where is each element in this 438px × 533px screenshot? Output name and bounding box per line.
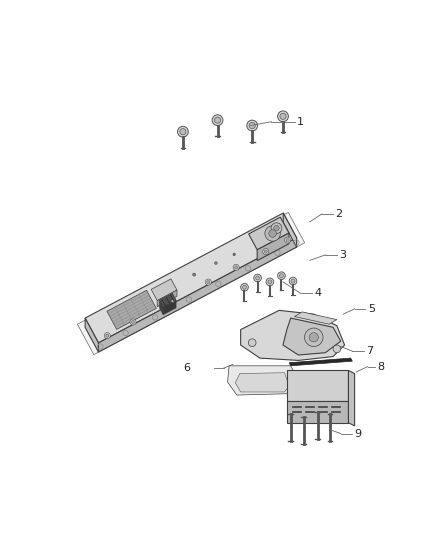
Circle shape (207, 280, 210, 284)
Circle shape (104, 333, 110, 339)
Circle shape (274, 225, 279, 231)
Circle shape (271, 223, 282, 233)
Circle shape (171, 300, 174, 303)
Circle shape (266, 278, 274, 286)
Text: 4: 4 (314, 288, 321, 298)
Polygon shape (240, 310, 345, 360)
Circle shape (254, 274, 261, 282)
Circle shape (233, 253, 235, 255)
Polygon shape (287, 401, 349, 423)
Circle shape (193, 273, 196, 276)
Circle shape (285, 237, 291, 243)
Circle shape (286, 239, 289, 241)
Polygon shape (249, 217, 289, 250)
Circle shape (291, 279, 295, 283)
Circle shape (304, 328, 323, 346)
Polygon shape (159, 300, 163, 314)
Polygon shape (283, 213, 297, 247)
Text: 1: 1 (297, 117, 304, 127)
Polygon shape (163, 300, 176, 314)
Polygon shape (85, 318, 99, 352)
Circle shape (215, 117, 221, 123)
Circle shape (205, 279, 212, 285)
Text: 7: 7 (366, 346, 373, 356)
Circle shape (256, 276, 259, 280)
Text: 8: 8 (378, 361, 385, 372)
Circle shape (247, 120, 258, 131)
Polygon shape (99, 238, 297, 352)
Polygon shape (294, 312, 337, 324)
Circle shape (268, 280, 272, 284)
Circle shape (249, 123, 255, 128)
Polygon shape (228, 366, 298, 395)
Circle shape (278, 272, 285, 280)
Circle shape (180, 128, 186, 135)
Text: 9: 9 (355, 429, 362, 439)
Text: 6: 6 (184, 363, 191, 373)
Circle shape (243, 285, 247, 289)
Circle shape (264, 250, 267, 253)
Circle shape (269, 230, 276, 237)
Circle shape (170, 298, 176, 304)
Circle shape (106, 334, 109, 337)
Polygon shape (107, 290, 156, 329)
Polygon shape (85, 213, 297, 343)
Circle shape (215, 262, 216, 264)
Circle shape (194, 274, 195, 275)
Circle shape (263, 248, 269, 255)
Circle shape (248, 339, 256, 346)
Circle shape (265, 226, 280, 241)
Circle shape (130, 319, 136, 325)
Polygon shape (283, 318, 341, 355)
Polygon shape (257, 233, 289, 261)
Circle shape (177, 126, 188, 137)
Circle shape (240, 284, 248, 291)
Text: 2: 2 (336, 209, 343, 219)
Circle shape (309, 333, 318, 342)
Circle shape (215, 262, 217, 264)
Polygon shape (159, 294, 176, 307)
Polygon shape (157, 290, 177, 307)
Polygon shape (151, 279, 177, 301)
Circle shape (233, 264, 239, 270)
Polygon shape (78, 213, 305, 354)
Circle shape (333, 345, 341, 353)
Text: 5: 5 (367, 304, 374, 314)
Text: 3: 3 (339, 250, 346, 260)
Polygon shape (235, 373, 289, 392)
Circle shape (279, 274, 283, 278)
Circle shape (212, 115, 223, 126)
Polygon shape (289, 358, 352, 366)
Circle shape (278, 111, 288, 122)
Polygon shape (287, 370, 349, 401)
Circle shape (280, 113, 286, 119)
Polygon shape (349, 370, 355, 426)
Circle shape (289, 277, 297, 285)
Circle shape (233, 254, 235, 255)
Circle shape (131, 320, 134, 324)
Circle shape (234, 266, 238, 269)
